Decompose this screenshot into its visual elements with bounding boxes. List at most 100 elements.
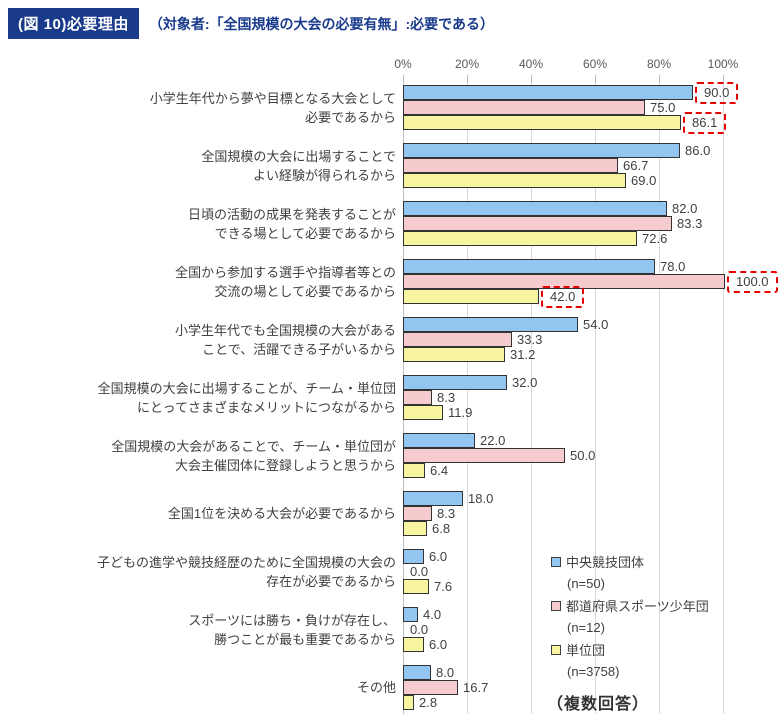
gridline [531,83,532,714]
bar-単位団 [403,405,443,420]
category-label-line: 大会主催団体に登録しようと思うから [174,457,396,473]
value-label: 0.0 [410,622,429,637]
bar-中央競技団体 [403,143,680,158]
value-label: 16.7 [463,680,489,695]
value-label: 75.0 [650,100,676,115]
legend-sample-size: (n=50) [567,576,605,591]
axis-tick-label: 100% [707,57,739,71]
value-label: 18.0 [468,491,494,506]
figure-title-badge: (図 10)必要理由 [8,8,139,39]
category-label-line: 小学生年代から夢や目標となる大会として [149,90,396,106]
axis-tick-label: 60% [582,57,608,71]
value-label: 6.0 [429,549,448,564]
value-label: 6.4 [430,463,449,478]
legend-entry: 都道府県スポーツ少年団 [551,596,709,617]
category-label-line: 交流の場として必要であるから [214,283,396,299]
legend: 中央競技団体 (n=50) 都道府県スポーツ少年団 (n=12) 単位団 (n=3758) [551,552,709,684]
category-label-line: 存在が必要であるから [266,573,396,589]
gridline [723,83,724,714]
bar-都道府県スポーツ少年団 [403,216,672,231]
bar-中央競技団体 [403,375,507,390]
axis-tick [723,75,724,83]
bar-単位団 [403,115,681,130]
legend-entry: 中央競技団体 [551,552,709,573]
gridline [467,83,468,714]
axis-tick-label: 20% [454,57,480,71]
legend-entry: 単位団 [551,640,709,661]
value-label-highlighted: 86.1 [683,112,727,134]
legend-series-name: 単位団 [566,643,606,658]
category-label: 全国規模の大会に出場することで よい経験が得られるから [0,143,396,188]
legend-sample-size: (n=3758) [567,664,620,679]
figure-header: (図 10)必要理由 （対象者:「全国規模の大会の必要有無」:必要である） [8,8,494,39]
bar-中央競技団体 [403,85,693,100]
figure-subtitle: （対象者:「全国規模の大会の必要有無」:必要である） [148,15,495,32]
legend-sample-size: (n=12) [567,620,605,635]
bar-単位団 [403,463,425,478]
value-label: 83.3 [677,216,703,231]
category-label: その他 [0,665,396,710]
category-label-line: 日頃の活動の成果を発表することが [187,206,396,222]
value-label: 4.0 [423,607,442,622]
bar-単位団 [403,289,539,304]
value-label: 66.7 [623,158,649,173]
legend-swatch-都道府県スポーツ少年団 [551,601,561,611]
category-label-line: 勝つことが最も重要であるから [214,631,396,647]
value-label: 2.8 [419,695,438,710]
gridline [595,83,596,714]
category-label-line: できる場として必要であるから [214,225,396,241]
bar-中央競技団体 [403,433,475,448]
bar-中央競技団体 [403,665,431,680]
bar-単位団 [403,521,427,536]
category-label: 子どもの進学や競技経歴のために全国規模の大会の 存在が必要であるから [0,549,396,594]
bar-都道府県スポーツ少年団 [403,448,565,463]
bar-中央競技団体 [403,259,655,274]
value-label: 50.0 [570,448,596,463]
value-label: 78.0 [660,259,686,274]
value-label: 11.9 [448,405,473,420]
bar-都道府県スポーツ少年団 [403,158,618,173]
bar-都道府県スポーツ少年団 [403,390,432,405]
footnote: （複数回答） [547,696,650,713]
legend-swatch-中央競技団体 [551,557,561,567]
axis-tick [467,75,468,83]
bar-中央競技団体 [403,607,418,622]
category-label: 全国1位を決める大会が必要であるから [0,491,396,536]
category-label-line: スポーツには勝ち・負けが存在し、 [188,612,396,628]
category-label: 小学生年代から夢や目標となる大会として 必要であるから [0,85,396,130]
value-label: 72.6 [642,231,668,246]
value-label: 33.3 [517,332,543,347]
legend-item: 単位団 (n=3758) [551,640,709,682]
category-label-line: 小学生年代でも全国規模の大会がある [174,322,396,338]
bar-単位団 [403,579,429,594]
value-label: 0.0 [410,564,429,579]
bar-単位団 [403,173,626,188]
legend-series-name: 都道府県スポーツ少年団 [566,599,709,614]
axis-tick-label: 80% [646,57,672,71]
value-label: 22.0 [480,433,506,448]
legend-series-name: 中央競技団体 [566,555,645,570]
axis-tick [659,75,660,83]
axis-tick-label: 40% [518,57,544,71]
value-label: 31.2 [510,347,536,362]
legend-item: 都道府県スポーツ少年団 (n=12) [551,596,709,638]
gridline [659,83,660,714]
bar-中央競技団体 [403,317,578,332]
value-label: 54.0 [583,317,609,332]
category-label-line: 全国規模の大会に出場することが、チーム・単位団 [97,380,396,396]
category-label: スポーツには勝ち・負けが存在し、勝つことが最も重要であるから [0,607,396,652]
bar-都道府県スポーツ少年団 [403,506,432,521]
category-label: 全国から参加する選手や指導者等との 交流の場として必要であるから [0,259,396,304]
category-label-line: にとってさまざまなメリットにつながるから [137,399,396,415]
value-label: 6.0 [429,637,448,652]
value-label: 8.0 [436,665,455,680]
bar-単位団 [403,231,637,246]
value-label: 86.0 [685,143,711,158]
category-label: 日頃の活動の成果を発表することができる場として必要であるから [0,201,396,246]
bar-都道府県スポーツ少年団 [403,332,512,347]
bar-都道府県スポーツ少年団 [403,274,725,289]
axis-tick-label: 0% [394,57,412,71]
value-label: 6.8 [432,521,451,536]
value-label: 32.0 [512,375,538,390]
bar-中央競技団体 [403,201,667,216]
